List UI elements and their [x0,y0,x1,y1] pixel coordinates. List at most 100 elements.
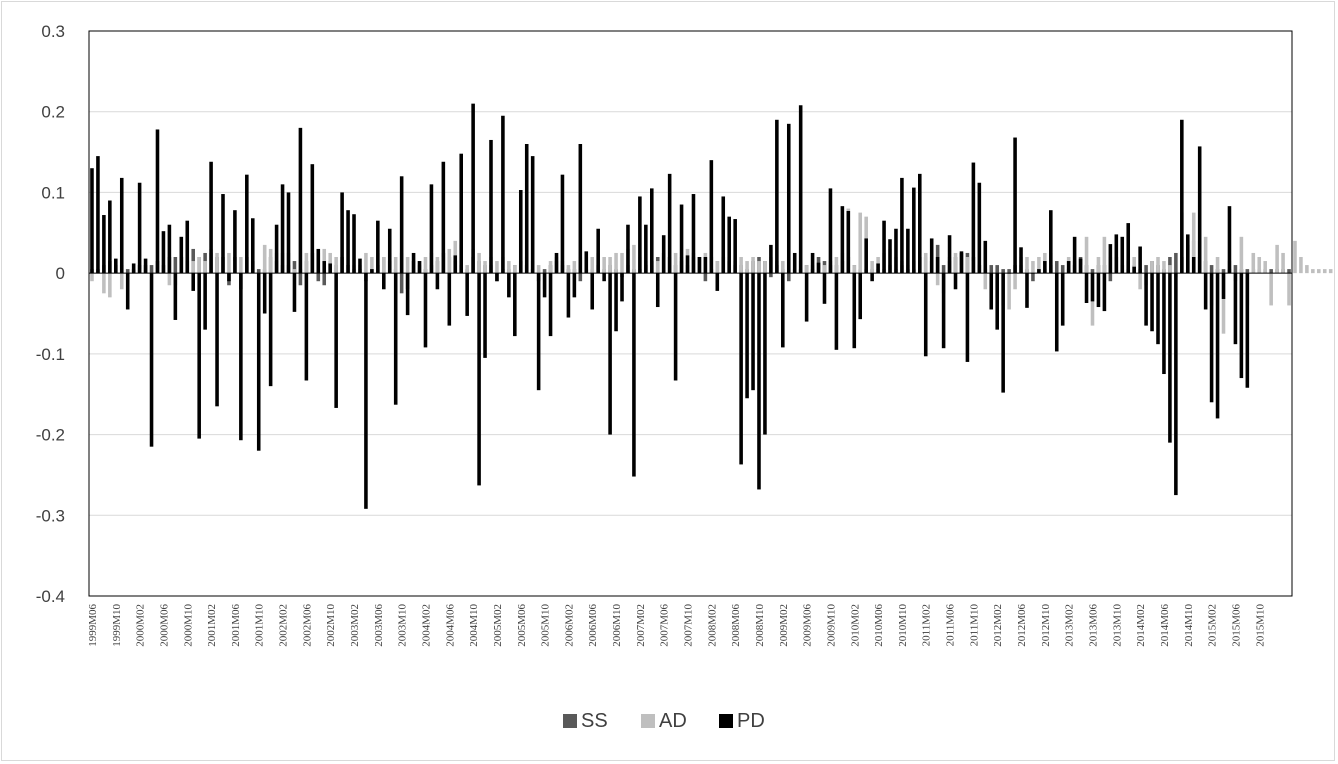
x-tick-label: 2007M02 [635,604,647,647]
bar-pd [441,161,446,274]
bar-pd [352,214,356,274]
bar-pd [131,263,136,274]
x-tick-label: 2001M06 [230,604,242,647]
bar-pd [1096,273,1101,308]
bar-ad [614,252,618,274]
bar-pd [1203,273,1208,310]
bar-pd [274,224,279,274]
bar-pd [1144,273,1148,326]
bar-ss [941,265,946,274]
bar-ad [602,257,606,274]
bar-ad [1096,257,1101,274]
bar-pd [655,273,660,308]
bar-pd [888,239,892,274]
bar-ss [1245,269,1250,274]
bar-pd [173,273,178,320]
x-tick-label: 2005M02 [492,604,504,647]
bar-pd [542,273,547,298]
bar-pd [894,228,898,274]
bar-pd [906,228,910,274]
bar-ad [632,244,636,274]
x-tick-label: 2013M06 [1087,604,1099,647]
legend-swatch-pd [719,714,733,728]
bar-ad [483,261,487,274]
bar-ad [203,261,207,274]
bar-pd [757,273,761,490]
bar-pd [423,273,428,348]
bar-ad [1311,269,1315,274]
bar-ad [1281,252,1285,274]
x-tick-label: 2010M02 [849,604,861,647]
bar-pd [1168,273,1172,443]
bar-ad [852,265,857,274]
bar-pd [453,255,458,274]
bar-ad [1269,273,1273,306]
bar-ad [953,252,958,274]
bar-ss [1221,269,1226,274]
y-tick-label: -0.3 [36,506,65,525]
bar-pd [715,273,720,291]
bar-pd [786,123,791,274]
bar-pd [447,273,452,326]
bar-ad [1322,269,1327,274]
bar-ss [1060,265,1065,274]
bar-pd [638,196,642,274]
bar-ss [399,273,404,294]
bar-pd [1221,273,1226,299]
bar-pd [179,236,184,274]
x-tick-label: 2005M06 [516,604,528,647]
bar-pd [721,196,726,274]
bar-ad [1275,244,1279,274]
bar-pd [798,105,803,274]
bar-ad [119,273,124,290]
bar-ss [292,261,297,274]
bar-pd [590,273,595,310]
x-tick-label: 2008M10 [754,604,766,647]
bar-ad [983,273,988,290]
x-tick-label: 2003M02 [349,604,361,647]
x-tick-label: 2001M10 [254,604,266,647]
bar-pd [727,216,731,274]
legend-label-pd: PD [737,710,765,732]
bar-pd [918,173,922,274]
bar-pd [584,251,589,274]
bar-pd [161,231,166,274]
bar-pd [661,235,666,274]
bar-pd [816,262,821,274]
bar-ad [1203,236,1208,274]
bar-pd [250,218,255,274]
x-tick-label: 2004M02 [420,604,432,647]
bar-pd [203,273,207,330]
bar-pd [1180,119,1184,274]
bar-ad [965,257,970,274]
y-tick-label: -0.2 [36,426,65,445]
bar-ad [1084,236,1089,274]
x-tick-label: 2000M10 [182,604,194,647]
bar-pd [429,184,434,274]
bar-pd [346,210,350,274]
bar-ad [757,261,761,274]
bar-ss [173,257,178,274]
bar-ss [191,248,195,274]
bar-pd [1114,234,1119,274]
bar-ad [1150,261,1154,274]
bar-pd [530,156,535,274]
legend-swatch-ss [563,714,577,728]
bar-pd [751,273,755,391]
x-axis-tick-labels: 1999M06 1999M10 2000M02 2000M06 2000M10 2001M… [87,604,1266,647]
bar-pd [233,210,237,274]
bar-pd [376,220,380,274]
bar-pd [596,228,600,274]
bar-ad [1025,257,1029,274]
bar-pd [298,127,303,274]
bar-ss [1209,265,1214,274]
bar-pd [971,162,976,274]
bar-ss [995,265,999,274]
bar-pd [632,273,636,477]
x-tick-label: 2003M10 [397,604,409,647]
bar-ad [1156,257,1160,274]
bar-pd [1060,273,1065,326]
bar-pd [524,144,529,274]
bar-pd [548,273,553,337]
bar-pd [959,251,964,274]
